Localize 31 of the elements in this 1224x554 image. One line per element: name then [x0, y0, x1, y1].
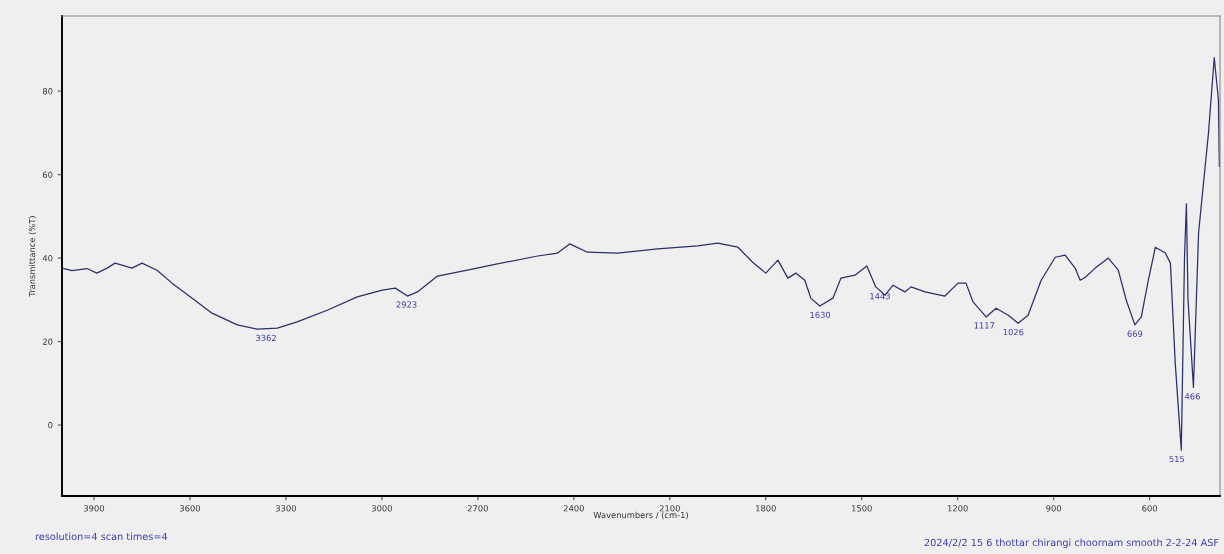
annotation: 1026 [1003, 328, 1024, 336]
x-tick-label: 1200 [948, 505, 968, 512]
x-tick-label: 3000 [371, 505, 392, 512]
y-axis-title: Transmittance (%T) [28, 216, 37, 297]
x-tick-label: 2700 [467, 505, 488, 512]
annotation: 3362 [256, 334, 276, 342]
y-tick-label: 0 [48, 422, 53, 429]
annotation: 2923 [396, 301, 417, 308]
x-tick-label: 3600 [179, 505, 201, 512]
annotation: 466 [1184, 393, 1200, 400]
y-tick-label: 80 [42, 88, 53, 95]
text: 2024/2/2 15 6 thottar chirangi choornam smooth 2-2-24 ASF [924, 538, 1219, 548]
x-axis-title: Wavenumbers / (cm-1) [593, 511, 688, 520]
x-tick-label: 900 [1046, 505, 1062, 512]
annotation: 1443 [870, 293, 890, 300]
annotation: 1117 [974, 322, 995, 329]
annotation: 669 [1127, 330, 1143, 337]
annotation: 515 [1169, 455, 1185, 463]
x-tick-label: 2400 [563, 505, 584, 512]
y-tick-label: 40 [42, 255, 53, 262]
y-tick-label: 60 [42, 171, 53, 178]
x-tick-label: 600 [1142, 505, 1158, 512]
x-tick-label: 3300 [275, 505, 296, 512]
annotation: 1630 [810, 311, 831, 319]
x-tick-label: 2100 [659, 505, 680, 512]
x-tick-label: 1500 [852, 505, 872, 512]
x-tick-label: 3900 [84, 505, 105, 512]
x-tick-label: 1800 [756, 505, 776, 512]
text: resolution=4 scan times=4 [35, 532, 168, 541]
line-series [62, 57, 1220, 451]
y-tick-label: 20 [42, 338, 53, 345]
